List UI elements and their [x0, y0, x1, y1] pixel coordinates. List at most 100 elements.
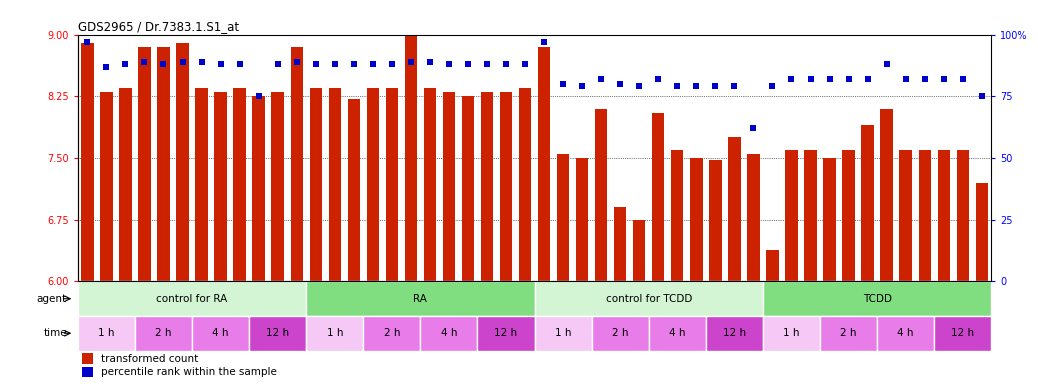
Bar [786, 150, 797, 281]
Point [479, 61, 495, 67]
Bar [215, 92, 226, 281]
Point [954, 76, 971, 82]
Point [98, 64, 114, 70]
Text: RA: RA [413, 294, 428, 304]
Point [250, 93, 267, 99]
Text: 12 h: 12 h [722, 328, 746, 338]
Bar [192, 316, 249, 351]
Point [554, 81, 571, 87]
Bar [976, 183, 988, 281]
Point [878, 61, 895, 67]
Bar [135, 316, 192, 351]
Point [935, 76, 952, 82]
Bar [652, 113, 664, 281]
Bar [823, 158, 836, 281]
Bar [363, 316, 420, 351]
Point [117, 61, 134, 67]
Bar [614, 207, 626, 281]
Bar [420, 316, 477, 351]
Bar [500, 92, 512, 281]
Bar [877, 316, 934, 351]
Text: 4 h: 4 h [898, 328, 913, 338]
Bar [82, 354, 93, 364]
Point [174, 59, 191, 65]
Bar [78, 316, 135, 351]
Bar [386, 88, 398, 281]
Point [650, 76, 666, 82]
Bar [919, 150, 931, 281]
Point [668, 83, 685, 89]
Point [403, 59, 419, 65]
Bar [763, 281, 991, 316]
Bar [766, 250, 778, 281]
Bar [481, 92, 493, 281]
Text: 2 h: 2 h [841, 328, 856, 338]
Bar [81, 43, 93, 281]
Point [155, 61, 171, 67]
Bar [747, 154, 760, 281]
Text: time: time [44, 328, 66, 338]
Bar [78, 281, 991, 323]
Text: TCDD: TCDD [863, 294, 892, 304]
Text: 4 h: 4 h [213, 328, 228, 338]
Point [821, 76, 838, 82]
Bar [880, 109, 893, 281]
Point [231, 61, 248, 67]
Bar [900, 150, 911, 281]
Text: agent: agent [36, 294, 66, 304]
Bar [633, 220, 646, 281]
Text: 1 h: 1 h [784, 328, 799, 338]
Point [517, 61, 534, 67]
Point [307, 61, 324, 67]
Point [498, 61, 515, 67]
Bar [820, 316, 877, 351]
Point [269, 61, 285, 67]
Point [593, 76, 609, 82]
Point [536, 39, 552, 45]
Point [212, 61, 228, 67]
Point [897, 76, 913, 82]
Point [289, 59, 305, 65]
Point [460, 61, 476, 67]
Bar [195, 88, 208, 281]
Bar [443, 92, 455, 281]
Text: control for RA: control for RA [157, 294, 227, 304]
Bar [234, 88, 246, 281]
Bar [329, 88, 340, 281]
Point [859, 76, 876, 82]
Text: 12 h: 12 h [266, 328, 290, 338]
Bar [557, 154, 569, 281]
Bar [477, 316, 535, 351]
Point [688, 83, 705, 89]
Bar [649, 316, 706, 351]
Bar [672, 150, 683, 281]
Bar [592, 316, 649, 351]
Point [611, 81, 628, 87]
Text: 2 h: 2 h [156, 328, 171, 338]
Point [764, 83, 781, 89]
Point [421, 59, 438, 65]
Text: 4 h: 4 h [441, 328, 457, 338]
Point [136, 59, 153, 65]
Text: 12 h: 12 h [951, 328, 975, 338]
Point [840, 76, 856, 82]
Bar [462, 96, 474, 281]
Bar [138, 47, 151, 281]
Bar [804, 150, 817, 281]
Bar [309, 88, 322, 281]
Text: 2 h: 2 h [612, 328, 628, 338]
Text: control for TCDD: control for TCDD [605, 294, 692, 304]
Point [802, 76, 819, 82]
Point [631, 83, 648, 89]
Bar [366, 88, 379, 281]
Bar [843, 150, 854, 281]
Point [974, 93, 990, 99]
Bar [78, 281, 306, 316]
Bar [306, 316, 363, 351]
Point [193, 59, 210, 65]
Point [745, 125, 762, 131]
Bar [729, 137, 740, 281]
Point [440, 61, 457, 67]
Bar [272, 92, 283, 281]
Bar [957, 150, 968, 281]
